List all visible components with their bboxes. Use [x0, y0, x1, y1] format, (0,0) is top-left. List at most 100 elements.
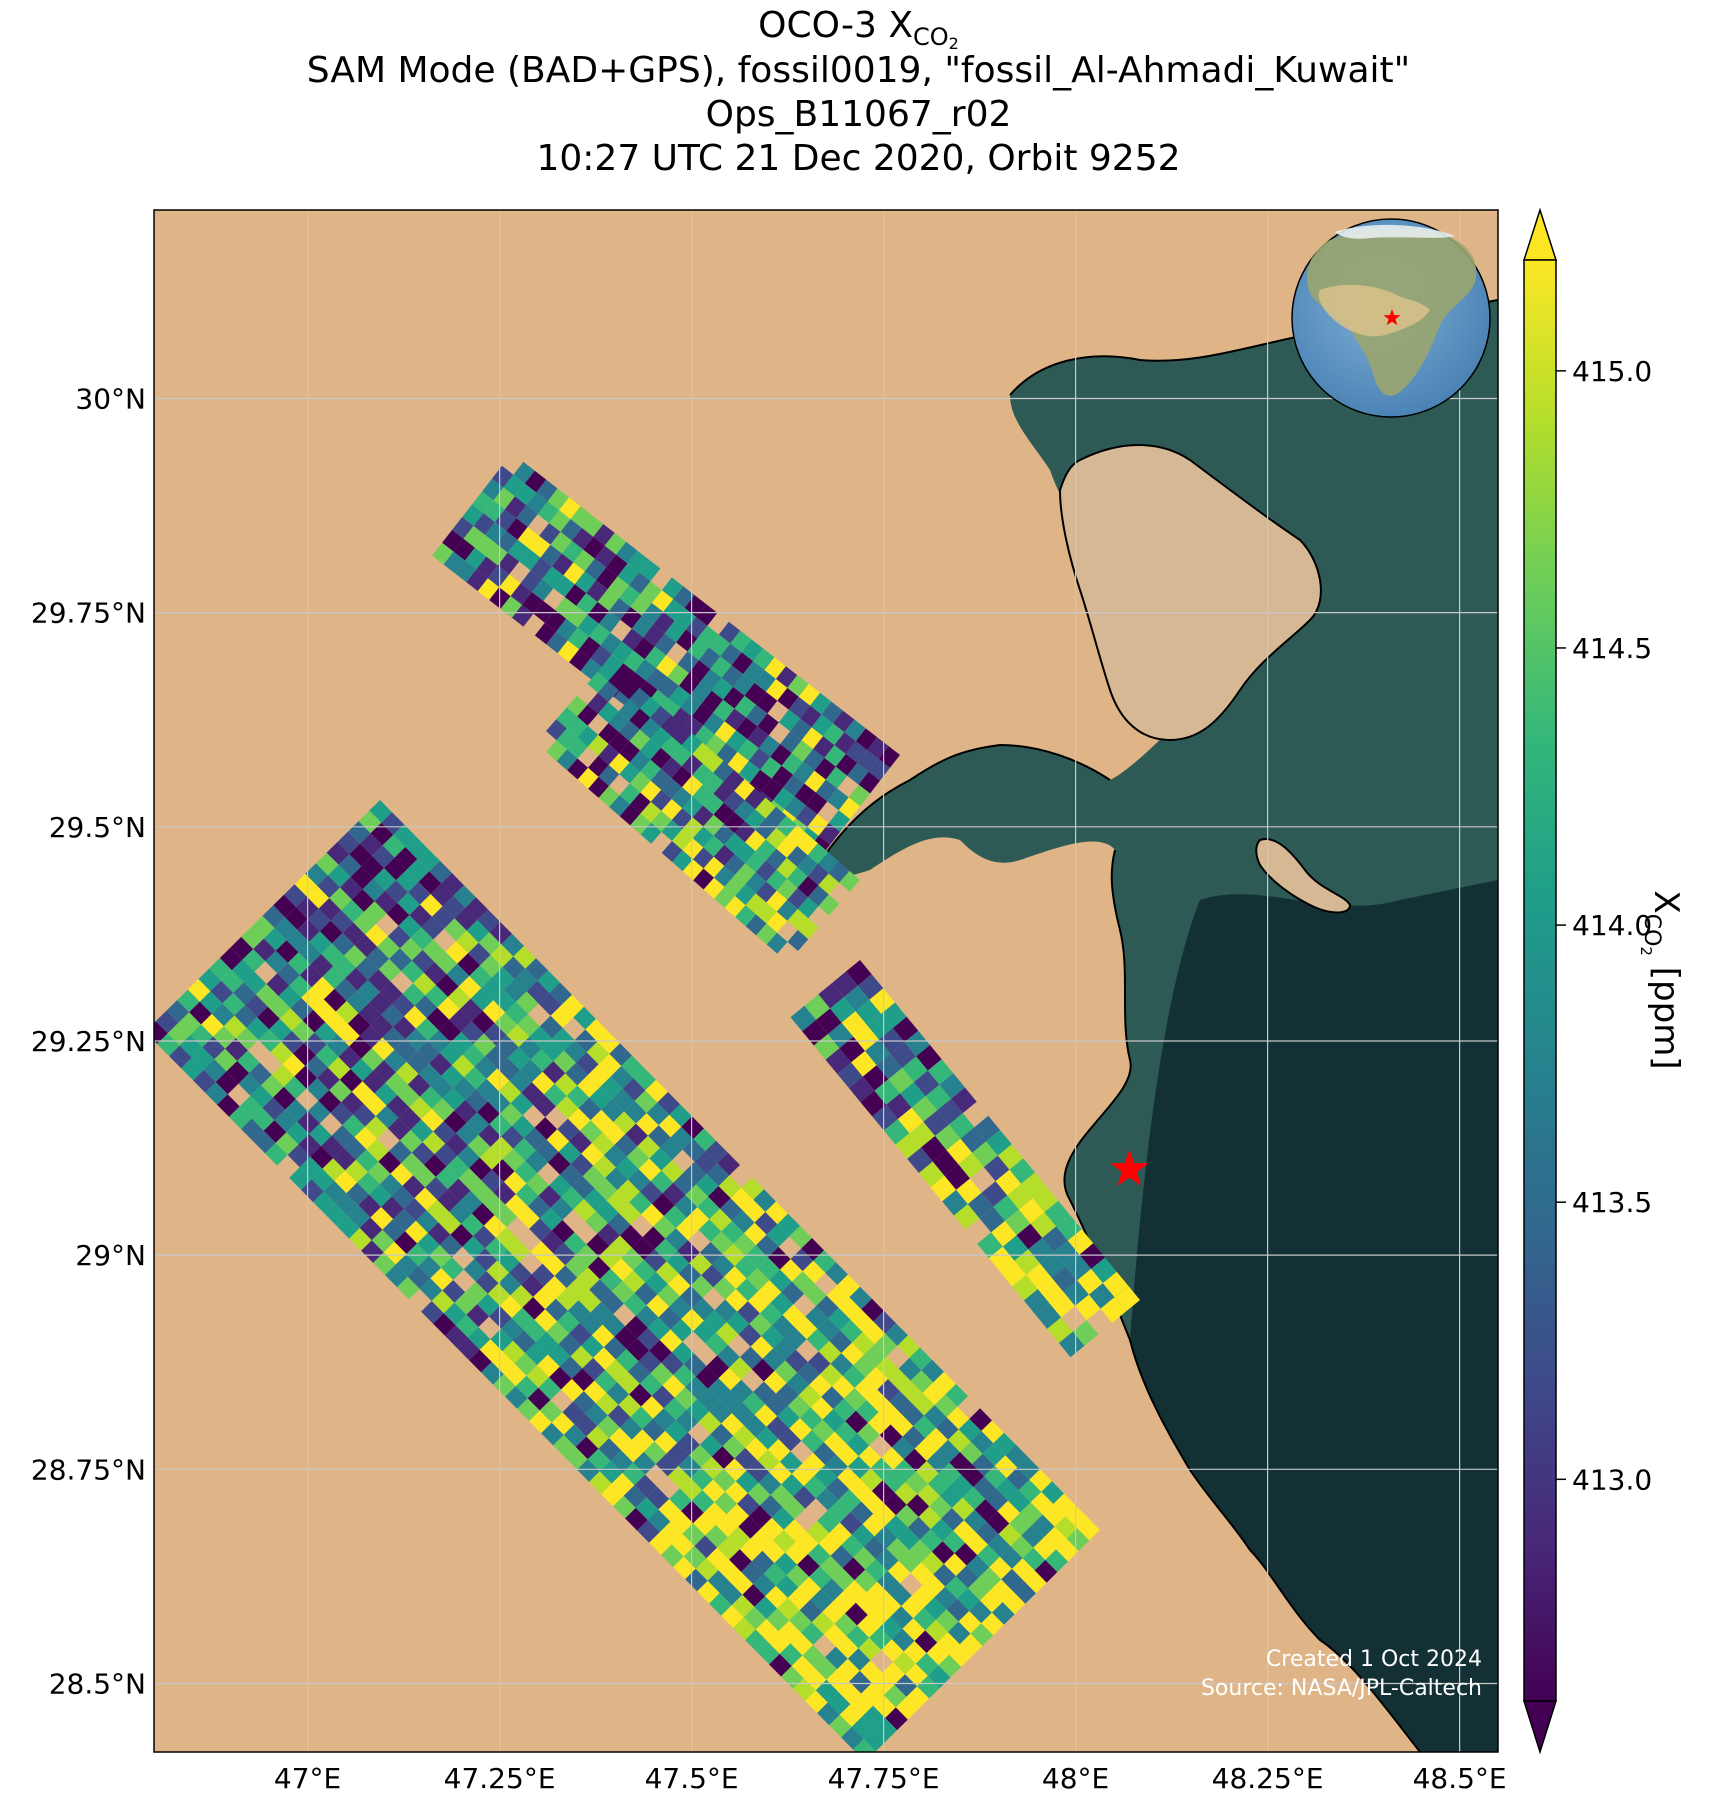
sounding-footprint [746, 1268, 770, 1291]
sounding-footprint [650, 768, 672, 790]
sounding-footprint [942, 1530, 966, 1554]
sounding-footprint [226, 1061, 250, 1084]
sounding-footprint [1033, 1537, 1056, 1560]
sounding-footprint [1010, 1535, 1034, 1559]
sounding-footprint [991, 1221, 1017, 1247]
sounding-footprint [877, 1571, 900, 1594]
sounding-footprint [800, 705, 822, 728]
sounding-footprint [893, 1651, 916, 1675]
sounding-footprint [617, 1371, 640, 1395]
sounding-footprint [549, 1366, 572, 1390]
sounding-footprint [561, 540, 584, 563]
sounding-footprint [855, 1592, 879, 1615]
sounding-footprint [973, 1476, 996, 1500]
sounding-footprint [867, 1412, 891, 1435]
sounding-footprint [239, 1095, 263, 1119]
sounding-footprint [509, 1262, 532, 1285]
sounding-footprint [462, 1236, 486, 1259]
sounding-footprint [837, 1466, 860, 1490]
sounding-footprint [640, 581, 662, 603]
sounding-footprint [990, 1579, 1014, 1603]
sounding-footprint [558, 1141, 582, 1165]
sounding-footprint [486, 1260, 510, 1284]
sounding-footprint [430, 1267, 454, 1291]
sounding-footprint [693, 1128, 716, 1152]
sounding-footprint [597, 681, 619, 702]
sounding-footprint [630, 1406, 654, 1430]
sounding-footprint [442, 1280, 466, 1303]
sounding-footprint [520, 570, 542, 593]
sounding-footprint [673, 1364, 696, 1388]
sounding-footprint [883, 1684, 907, 1708]
sounding-footprint [685, 1568, 708, 1592]
sounding-footprint [862, 1705, 886, 1729]
sounding-footprint [611, 1280, 635, 1304]
sounding-footprint [706, 1355, 730, 1379]
sounding-footprint [724, 896, 746, 917]
sounding-footprint [539, 523, 561, 545]
sounding-footprint [703, 1502, 727, 1525]
sounding-footprint [867, 1604, 891, 1628]
sounding-footprint [779, 1643, 803, 1666]
sounding-footprint [656, 655, 678, 677]
sounding-footprint [595, 1392, 619, 1416]
sounding-footprint [639, 559, 661, 582]
sounding-footprint [835, 1443, 859, 1467]
sounding-footprint [929, 1495, 952, 1519]
sounding-footprint [605, 1359, 628, 1383]
sounding-footprint [755, 881, 777, 903]
sounding-footprint [513, 1330, 536, 1353]
sounding-footprint [710, 656, 732, 678]
sounding-footprint [590, 645, 612, 668]
sounding-footprint [776, 857, 798, 879]
sounding-footprint [745, 914, 767, 936]
sounding-footprint [756, 902, 777, 924]
sounding-footprint [905, 1471, 928, 1495]
sounding-footprint [981, 1181, 1008, 1207]
sounding-footprint [750, 1336, 774, 1359]
sounding-footprint [982, 1443, 1006, 1466]
sounding-footprint [293, 1043, 316, 1066]
sounding-footprint [791, 1655, 815, 1679]
sounding-footprint [733, 1617, 756, 1641]
sounding-footprint [1065, 1505, 1088, 1529]
sounding-footprint [615, 1349, 639, 1372]
sounding-footprint [577, 1267, 600, 1290]
deep-water [1130, 880, 1498, 1752]
sounding-footprint [405, 836, 428, 860]
sounding-footprint [646, 668, 668, 690]
sounding-footprint [375, 1105, 399, 1129]
sounding-footprint [219, 947, 243, 971]
sounding-footprint [438, 1211, 462, 1235]
sounding-footprint [371, 1229, 395, 1253]
sounding-footprint [774, 1552, 798, 1576]
lat-tick-label: 30°N [75, 382, 146, 415]
sounding-footprint [671, 787, 693, 809]
sounding-footprint [191, 1047, 215, 1070]
sounding-footprint [600, 632, 622, 655]
sounding-footprint [813, 1442, 836, 1465]
sounding-footprint [993, 1195, 1019, 1221]
sounding-footprint [198, 968, 222, 992]
sounding-footprint [347, 1205, 371, 1228]
sounding-footprint [573, 1006, 596, 1030]
sounding-footprint [479, 1147, 503, 1170]
sounding-footprint [661, 757, 682, 778]
sounding-footprint [629, 771, 651, 793]
sounding-footprint [619, 804, 641, 826]
sounding-footprint [319, 920, 343, 944]
sounding-footprint [627, 550, 649, 573]
sounding-footprint [798, 1576, 822, 1600]
sounding-footprint [321, 1135, 344, 1159]
sounding-footprint [715, 1322, 739, 1345]
sounding-footprint [737, 1301, 760, 1324]
sounding-footprint [1021, 1172, 1047, 1199]
sounding-footprint [619, 762, 641, 784]
sounding-footprint [790, 1248, 814, 1272]
sounding-footprint [902, 1618, 926, 1641]
sounding-footprint [202, 1036, 226, 1060]
sounding-footprint [787, 888, 808, 909]
sounding-footprint [711, 1446, 735, 1469]
sounding-footprint [274, 917, 298, 941]
sounding-footprint [606, 1382, 630, 1405]
